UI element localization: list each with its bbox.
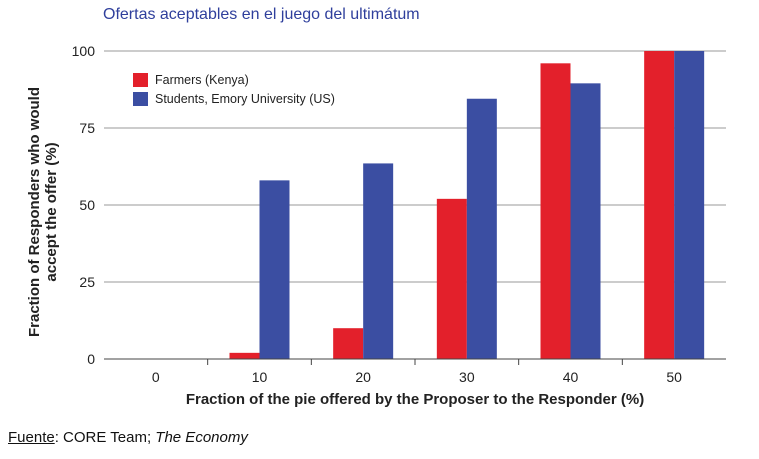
legend-swatch-1 — [133, 92, 148, 106]
bar-farmers-50 — [644, 51, 675, 359]
y-tick-label-0: 0 — [87, 351, 95, 367]
source-note: Fuente: CORE Team; The Economy — [8, 429, 248, 446]
bar-students-30 — [466, 98, 497, 360]
x-tick-label-40: 40 — [563, 369, 579, 385]
source-separator: : — [54, 429, 64, 446]
x-tick-label-20: 20 — [355, 369, 371, 385]
bar-students-20 — [363, 163, 394, 359]
bar-farmers-10 — [229, 352, 260, 359]
legend-swatch-0 — [133, 73, 148, 87]
y-axis-label-line-2: accept the offer (%) — [43, 142, 60, 281]
bar-students-50 — [674, 51, 705, 359]
y-axis-label-line-1: Fraction of Responders who would — [26, 87, 43, 337]
bar-chart: 0 25 50 75 100 0 10 20 30 40 50 Farmers (Kenya) St… — [26, 43, 726, 408]
bar-farmers-20 — [333, 328, 364, 359]
y-tick-label-25: 25 — [79, 274, 95, 290]
source-text: CORE Team; — [63, 429, 156, 446]
legend: Farmers (Kenya) Students, Emory Universit… — [133, 73, 335, 106]
y-tick-label-100: 100 — [72, 43, 96, 59]
x-tick-label-50: 50 — [666, 369, 682, 385]
x-tick-label-10: 10 — [252, 369, 268, 385]
x-tick-label-30: 30 — [459, 369, 475, 385]
y-axis-ticks: 0 25 50 75 100 — [72, 43, 96, 367]
bar-students-10 — [259, 180, 290, 359]
bar-farmers-30 — [436, 198, 467, 359]
x-axis: 0 10 20 30 40 50 — [104, 358, 726, 385]
source-work: The Economy — [155, 429, 248, 446]
x-axis-label: Fraction of the pie offered by the Propo… — [186, 391, 644, 408]
source-label: Fuente — [8, 429, 55, 446]
bar-farmers-40 — [540, 63, 571, 359]
grid-lines — [104, 50, 726, 283]
chart-title: Ofertas aceptables en el juego del ultim… — [103, 6, 420, 23]
bar-students-40 — [570, 83, 601, 359]
x-tick-label-0: 0 — [152, 369, 160, 385]
bars — [229, 51, 705, 360]
y-tick-label-75: 75 — [79, 120, 95, 136]
legend-label-0: Farmers (Kenya) — [155, 73, 249, 87]
y-tick-label-50: 50 — [79, 197, 95, 213]
legend-label-1: Students, Emory University (US) — [155, 92, 335, 106]
